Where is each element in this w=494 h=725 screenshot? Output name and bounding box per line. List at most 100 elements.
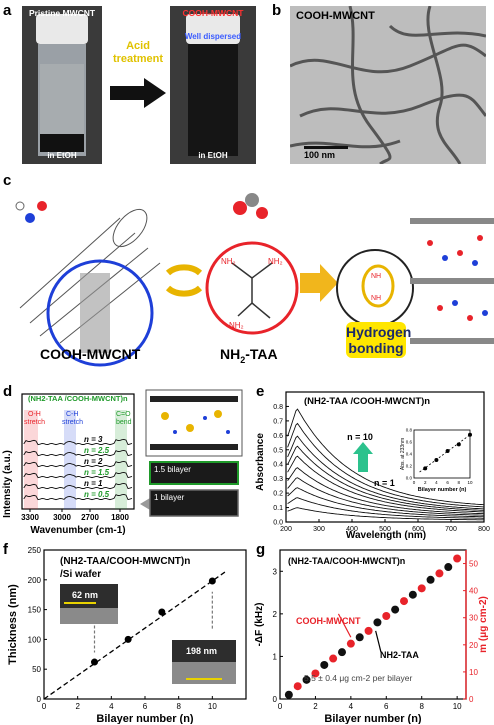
f-point <box>158 608 166 616</box>
d-curve <box>23 460 133 468</box>
e-curve <box>287 487 485 518</box>
f-ytick-label: 0 <box>37 695 42 704</box>
e-n-bottom: n = 1 <box>374 478 395 488</box>
e-inset-point <box>456 442 461 447</box>
g-point <box>364 626 373 635</box>
g-xtick-label: 4 <box>349 702 354 711</box>
g-ytick-label: 3 <box>273 567 278 576</box>
g-xtick-label: 10 <box>453 702 462 711</box>
f-xtick-label: 0 <box>42 702 47 711</box>
g-xtick-label: 8 <box>419 702 424 711</box>
d-curves <box>23 438 133 501</box>
g-point <box>320 660 329 669</box>
d-curve-label: n = 3 <box>84 435 103 444</box>
g-pointer-black <box>375 630 382 653</box>
g-point <box>311 669 320 678</box>
e-inset: 0 2 4 6 8 10 0.0 0.2 0.4 0.6 0.8 Bilayer number (n)… <box>400 428 473 494</box>
vial2-title: COOH-MWCNT <box>182 8 244 18</box>
cycle-arrow-bottom <box>165 285 203 297</box>
g-xtick-label: 2 <box>313 702 318 711</box>
d-curve <box>23 449 133 457</box>
d-curve-labels: n = 3 n = 2.5 n = 2 n = 1.5 n = 1 n = 0.5 <box>84 435 110 499</box>
label-nh2-suffix: -TAA <box>245 346 278 362</box>
g-point <box>346 639 355 648</box>
panel-letter-g: g <box>256 541 266 558</box>
tem-image: COOH-MWCNT 100 nm <box>290 6 486 164</box>
f-title-2: /Si wafer <box>60 569 101 580</box>
e-inset-point <box>434 458 439 462</box>
e-xtick-label: 600 <box>412 526 424 533</box>
e-n-top: n = 10 <box>347 432 373 442</box>
g-point <box>329 654 338 663</box>
e-inset-xtick: 6 <box>446 480 449 485</box>
amine-label-1: NH₂ <box>221 257 236 266</box>
sem-label-1: 62 nm <box>72 590 98 600</box>
svg-text:NH: NH <box>371 295 381 302</box>
tem-nanotube-drawing <box>290 6 486 164</box>
vial-photo-pristine: Pristine MWCNT in EtOH <box>22 6 102 164</box>
g-point <box>435 569 444 578</box>
g-point <box>444 563 453 572</box>
g-point <box>284 690 293 699</box>
hbond-line1: Hydrogen <box>346 324 412 340</box>
e-ytick-label: 0.0 <box>273 520 283 527</box>
e-xlabel: Wavelength (nm) <box>346 530 426 540</box>
vial-photo-cooh: COOH-MWCNT Well dispersed in EtOH <box>170 6 256 164</box>
taa-circle <box>205 241 299 335</box>
g-point <box>391 605 400 614</box>
yellow-arrow-icon <box>300 264 338 302</box>
e-ytick-label: 0.3 <box>273 476 283 483</box>
f-xtick-label: 2 <box>75 702 80 711</box>
e-inset-ytick: 0.0 <box>406 476 413 481</box>
panel-letter-c: c <box>3 172 12 189</box>
g-note: 5.5 ± 0.4 μg cm-2 per bilayer <box>304 673 412 683</box>
g-ylabel: -ΔF (kHz) <box>254 603 265 647</box>
f-point <box>208 577 216 585</box>
g-point <box>417 584 426 593</box>
vial2-note: Well dispersed <box>184 32 242 41</box>
e-inset-point <box>423 466 428 471</box>
band-ch-l2: stretch <box>62 419 83 426</box>
d-curve <box>23 493 133 501</box>
f-xtick-label: 6 <box>143 702 148 711</box>
e-xtick-label: 400 <box>346 526 358 533</box>
g-label-black: NH2-TAA <box>380 650 419 660</box>
e-inset-xtick: 2 <box>424 480 427 485</box>
f-title-1: (NH2-TAA/COOH-MWCNT)n <box>60 556 190 567</box>
d-xtick-label: 2700 <box>81 513 99 522</box>
d-xticks: 3300 3000 2700 1800 <box>21 509 129 522</box>
f-xlabel: Bilayer number (n) <box>96 713 194 724</box>
f-ytick-label: 250 <box>28 546 42 555</box>
panel-letter-d: d <box>3 383 13 400</box>
g-point <box>382 611 391 620</box>
g-rtick-label: 50 <box>469 560 478 569</box>
e-curve <box>287 477 484 516</box>
e-xtick-label: 700 <box>445 526 457 533</box>
e-inset-xtick: 0 <box>413 480 416 485</box>
scale-bar-label: 100 nm <box>304 150 336 160</box>
d-curve-label: n = 1.5 <box>84 468 110 477</box>
e-inset-ytick: 0.2 <box>406 464 413 469</box>
label-nh2-taa: NH2-TAA <box>220 346 278 365</box>
pristine-vial-drawing <box>22 6 102 164</box>
g-rtick-label: 40 <box>469 587 478 596</box>
g-rtick-label: 0 <box>469 695 474 704</box>
amine-label-2: NH₂ <box>268 257 283 266</box>
e-xtick-label: 800 <box>478 526 490 533</box>
e-inset-xlabel: Bilayer number (n) <box>418 487 467 493</box>
d-curve-label: n = 2.5 <box>84 446 110 455</box>
d-plot-frame <box>21 393 135 510</box>
f-point <box>124 635 132 643</box>
e-curve <box>287 507 484 521</box>
f-fit-line <box>43 570 227 700</box>
amine-label-3: NH₂ <box>229 321 244 330</box>
chart-e: 200 300 400 500 600 700 800 0.0 0.1 0.2 0.3 0.4 0.5 0… <box>255 391 490 540</box>
g-point <box>408 590 417 599</box>
band-oh-l1: O-H <box>28 411 41 418</box>
e-inset-ytick: 0.8 <box>406 428 413 433</box>
nanotube-icon <box>19 208 161 367</box>
e-xtick-label: 300 <box>313 526 325 533</box>
e-curves <box>287 408 485 521</box>
vial1-title: Pristine MWCNT <box>28 8 96 18</box>
